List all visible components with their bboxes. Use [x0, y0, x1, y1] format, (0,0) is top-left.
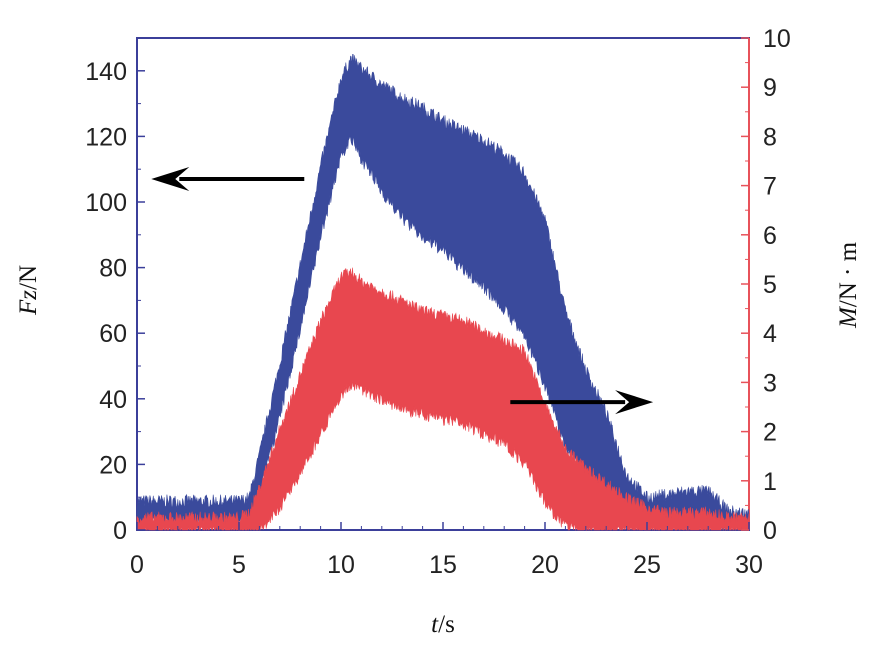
y-right-tick-label: 6 — [763, 222, 777, 250]
arrow-left-annotation — [151, 167, 305, 192]
y-left-tick-label: 20 — [99, 451, 127, 479]
y-right-axis-ticks: 0 1 2 3 4 5 6 7 8 9 10 — [741, 25, 791, 545]
x-tick-label: 0 — [130, 551, 144, 579]
y-right-tick-label: 7 — [763, 173, 777, 201]
y-left-tick-label: 40 — [99, 386, 127, 414]
x-tick-label: 5 — [232, 551, 246, 579]
y-left-axis-title: Fz/N — [15, 265, 42, 316]
fz-force-band — [136, 53, 750, 531]
x-axis-title-symbol: t — [431, 611, 439, 638]
y-right-tick-label: 2 — [763, 419, 777, 447]
y-left-axis-title-unit: /N — [15, 265, 42, 290]
x-axis-title: t/s — [431, 611, 455, 638]
x-tick-label: 20 — [531, 551, 559, 579]
y-right-tick-label: 0 — [763, 517, 777, 545]
y-right-tick-label: 3 — [763, 369, 777, 397]
x-tick-label: 10 — [327, 551, 355, 579]
y-right-axis-title-symbol: M — [835, 306, 862, 329]
y-left-tick-label: 0 — [113, 517, 127, 545]
x-axis-title-unit: /s — [438, 611, 455, 638]
y-right-tick-label: 4 — [763, 320, 777, 348]
moment-band — [136, 267, 750, 532]
x-tick-label: 30 — [735, 551, 763, 579]
y-left-axis-ticks: 0 20 40 60 80 100 120 140 — [85, 58, 145, 545]
y-left-tick-label: 80 — [99, 255, 127, 283]
x-axis-ticks: 0 5 10 15 20 25 30 — [130, 522, 763, 579]
x-tick-label: 15 — [429, 551, 457, 579]
y-right-tick-label: 8 — [763, 123, 777, 151]
y-right-tick-label: 10 — [763, 25, 791, 53]
y-left-tick-label: 100 — [85, 189, 127, 217]
y-right-tick-label: 5 — [763, 271, 777, 299]
y-left-axis-title-symbol: Fz — [15, 290, 42, 316]
series-layer — [136, 53, 750, 532]
x-tick-label: 25 — [633, 551, 661, 579]
y-right-tick-label: 1 — [763, 468, 777, 496]
y-left-tick-label: 60 — [99, 320, 127, 348]
annotation-layer — [151, 167, 654, 415]
y-right-axis-title-unit: /N · m — [835, 241, 862, 307]
plot-frame — [136, 37, 750, 531]
y-left-tick-label: 120 — [85, 123, 127, 151]
y-right-axis-title: M/N · m — [835, 241, 862, 329]
y-right-tick-label: 9 — [763, 74, 777, 102]
y-left-tick-label: 140 — [85, 58, 127, 86]
arrow-right-annotation — [510, 390, 654, 415]
